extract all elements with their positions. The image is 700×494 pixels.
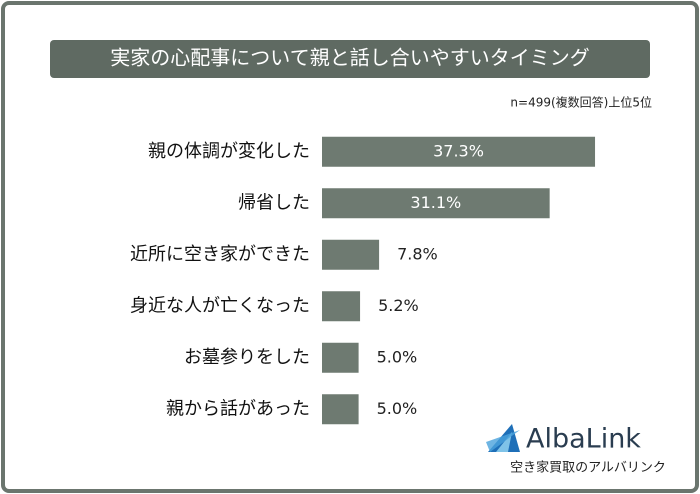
value-label: 5.0% <box>377 399 418 418</box>
category-label: 親の体調が変化した <box>148 141 310 162</box>
bar <box>322 136 596 167</box>
title-box <box>50 40 650 78</box>
category-label: 身近な人が亡くなった <box>130 295 310 316</box>
category-label: 近所に空き家ができた <box>130 244 310 265</box>
logo-tagline: 空き家買取のアルバリンク <box>510 460 666 476</box>
value-label: 5.2% <box>378 296 419 315</box>
bar <box>322 394 359 425</box>
category-label: お墓参りをした <box>184 347 310 368</box>
bar <box>322 291 361 322</box>
value-label: 37.3% <box>433 141 484 160</box>
chart-title: 実家の心配事について親と話し合いやすいタイミング <box>110 46 589 70</box>
value-label: 7.8% <box>397 244 438 263</box>
bar <box>322 188 550 219</box>
bar <box>322 239 380 270</box>
bar <box>322 342 359 373</box>
logo-name: AlbaLink <box>526 424 641 455</box>
category-label: 帰省した <box>238 192 310 213</box>
logo-icon <box>486 424 520 452</box>
category-label: 親から話があった <box>166 398 310 419</box>
value-label: 5.0% <box>377 347 418 366</box>
note: n=499(複数回答)上位5位 <box>510 95 652 110</box>
value-label: 31.1% <box>410 193 461 212</box>
